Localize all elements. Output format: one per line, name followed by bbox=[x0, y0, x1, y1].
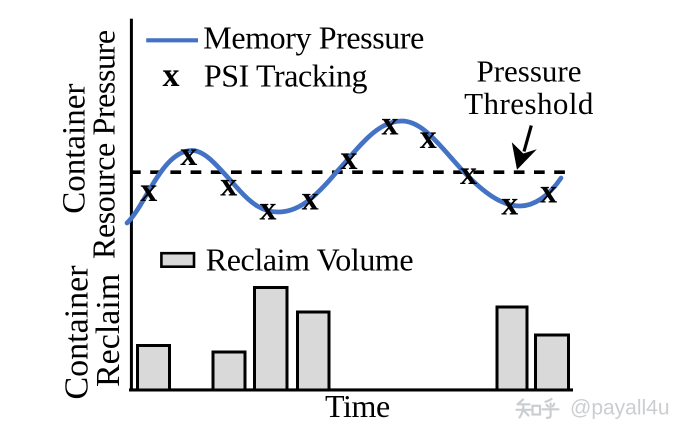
svg-text:@payall4u: @payall4u bbox=[570, 397, 670, 420]
svg-text:x: x bbox=[341, 140, 358, 177]
svg-text:x: x bbox=[220, 167, 237, 204]
svg-text:x: x bbox=[420, 119, 437, 156]
svg-text:x: x bbox=[501, 186, 518, 223]
svg-text:Memory Pressure: Memory Pressure bbox=[203, 20, 424, 56]
svg-text:x: x bbox=[540, 174, 557, 211]
svg-text:Reclaim: Reclaim bbox=[90, 274, 127, 387]
svg-text:x: x bbox=[382, 106, 399, 143]
svg-text:Container: Container bbox=[59, 265, 96, 400]
svg-text:x: x bbox=[260, 190, 277, 227]
svg-text:PSI Tracking: PSI Tracking bbox=[204, 57, 368, 93]
svg-text:x: x bbox=[460, 155, 477, 192]
svg-text:Reclaim Volume: Reclaim Volume bbox=[206, 241, 414, 277]
svg-text:Time: Time bbox=[325, 388, 390, 424]
svg-text:x: x bbox=[163, 57, 180, 94]
svg-text:x: x bbox=[140, 172, 157, 209]
svg-text:x: x bbox=[180, 136, 197, 173]
svg-text:Pressure: Pressure bbox=[476, 54, 581, 89]
svg-text:Threshold: Threshold bbox=[464, 86, 594, 121]
svg-text:Container: Container bbox=[57, 84, 93, 214]
svg-text:Resource Pressure: Resource Pressure bbox=[86, 30, 122, 259]
svg-text:x: x bbox=[302, 181, 319, 218]
